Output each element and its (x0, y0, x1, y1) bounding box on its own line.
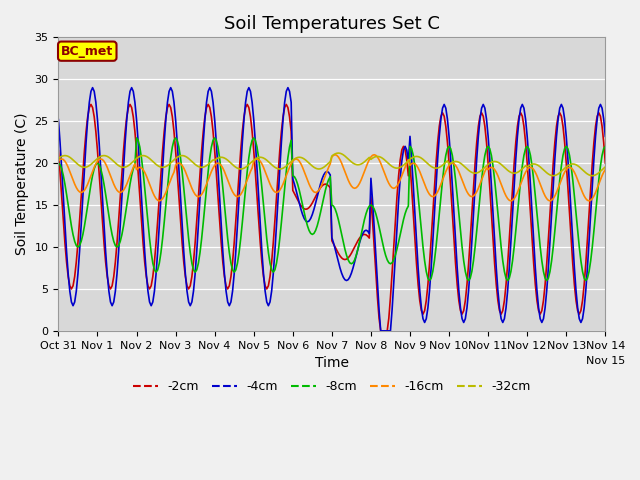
-32cm (66, 155, 74, 160)
-32cm (335, 150, 342, 156)
X-axis label: Time: Time (315, 356, 349, 370)
-4cm (89, 85, 97, 91)
-16cm (486, 165, 493, 171)
-8cm (492, 193, 500, 199)
-32cm (602, 164, 609, 170)
-16cm (602, 167, 609, 172)
-4cm (225, 303, 233, 309)
Text: Nov 15: Nov 15 (586, 356, 625, 366)
-2cm (602, 160, 609, 166)
-2cm (54, 148, 62, 154)
-4cm (66, 288, 74, 294)
-16cm (54, 158, 62, 164)
-8cm (54, 160, 62, 166)
-2cm (486, 184, 493, 190)
Line: -16cm: -16cm (58, 155, 605, 201)
-2cm (225, 283, 233, 288)
-4cm (602, 133, 609, 139)
-4cm (486, 156, 493, 162)
-32cm (484, 161, 492, 167)
-16cm (332, 152, 339, 157)
-4cm (357, 235, 365, 240)
-2cm (87, 102, 95, 108)
-32cm (224, 157, 232, 163)
-32cm (549, 173, 557, 179)
Text: BC_met: BC_met (61, 45, 113, 58)
-16cm (359, 173, 367, 179)
-4cm (377, 328, 385, 334)
-8cm (225, 250, 233, 255)
-8cm (602, 144, 609, 149)
Legend: -2cm, -4cm, -8cm, -16cm, -32cm: -2cm, -4cm, -8cm, -16cm, -32cm (127, 375, 536, 398)
Y-axis label: Soil Temperature (C): Soil Temperature (C) (15, 113, 29, 255)
-32cm (491, 158, 499, 164)
-16cm (66, 168, 74, 174)
-8cm (486, 146, 493, 152)
-8cm (66, 213, 74, 219)
-4cm (492, 265, 500, 271)
-16cm (156, 198, 163, 204)
-16cm (474, 185, 482, 191)
Line: -2cm: -2cm (58, 105, 605, 331)
-8cm (132, 135, 140, 141)
-2cm (357, 233, 365, 239)
Line: -8cm: -8cm (58, 138, 605, 280)
-2cm (377, 328, 385, 334)
-8cm (474, 211, 482, 216)
Line: -32cm: -32cm (58, 153, 605, 176)
-2cm (66, 283, 74, 288)
-32cm (54, 156, 62, 161)
-8cm (357, 231, 365, 237)
Line: -4cm: -4cm (58, 88, 605, 331)
-16cm (225, 181, 233, 187)
Title: Soil Temperatures Set C: Soil Temperatures Set C (224, 15, 440, 33)
-32cm (357, 161, 365, 167)
-2cm (474, 123, 482, 129)
-32cm (473, 170, 481, 176)
-8cm (426, 277, 433, 283)
-16cm (492, 169, 500, 175)
-2cm (492, 282, 500, 288)
-4cm (54, 117, 62, 122)
-4cm (474, 133, 482, 139)
